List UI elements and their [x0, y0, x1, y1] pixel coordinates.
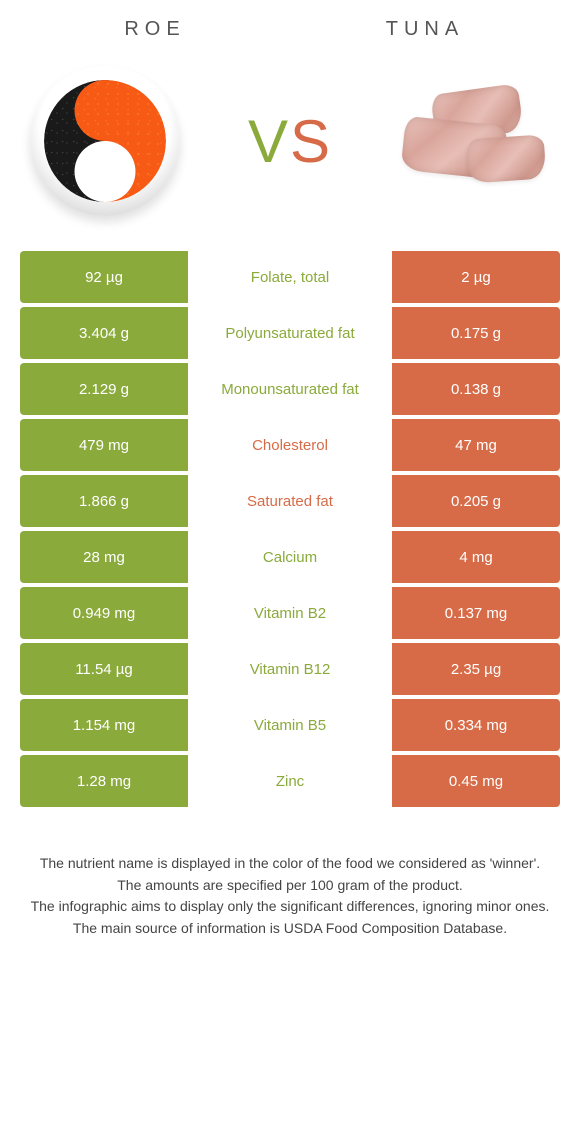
table-row: 28 mgCalcium4 mg	[20, 531, 560, 583]
vs-s: S	[290, 108, 332, 175]
value-right: 0.138 g	[392, 363, 560, 415]
tuna-icon	[395, 81, 555, 201]
value-left: 2.129 g	[20, 363, 188, 415]
nutrient-label: Monounsaturated fat	[188, 363, 392, 415]
tuna-image	[390, 61, 560, 221]
value-right: 4 mg	[392, 531, 560, 583]
note-line: The nutrient name is displayed in the co…	[20, 853, 560, 875]
nutrient-label: Saturated fat	[188, 475, 392, 527]
nutrient-label: Vitamin B12	[188, 643, 392, 695]
roe-image	[20, 61, 190, 221]
value-right: 47 mg	[392, 419, 560, 471]
value-right: 0.205 g	[392, 475, 560, 527]
value-left: 92 µg	[20, 251, 188, 303]
value-right: 0.45 mg	[392, 755, 560, 807]
nutrient-label: Cholesterol	[188, 419, 392, 471]
nutrient-label: Folate, total	[188, 251, 392, 303]
nutrient-label: Polyunsaturated fat	[188, 307, 392, 359]
value-right: 0.175 g	[392, 307, 560, 359]
table-row: 92 µgFolate, total2 µg	[20, 251, 560, 303]
value-right: 0.137 mg	[392, 587, 560, 639]
note-line: The amounts are specified per 100 gram o…	[20, 875, 560, 897]
table-row: 0.949 mgVitamin B20.137 mg	[20, 587, 560, 639]
roe-bowl-icon	[30, 66, 180, 216]
table-row: 2.129 gMonounsaturated fat0.138 g	[20, 363, 560, 415]
nutrient-label: Vitamin B5	[188, 699, 392, 751]
table-row: 11.54 µgVitamin B122.35 µg	[20, 643, 560, 695]
comparison-table: 92 µgFolate, total2 µg3.404 gPolyunsatur…	[0, 251, 580, 807]
value-left: 1.866 g	[20, 475, 188, 527]
nutrient-label: Vitamin B2	[188, 587, 392, 639]
value-left: 479 mg	[20, 419, 188, 471]
table-row: 1.28 mgZinc0.45 mg	[20, 755, 560, 807]
note-line: The infographic aims to display only the…	[20, 896, 560, 918]
table-row: 3.404 gPolyunsaturated fat0.175 g	[20, 307, 560, 359]
value-right: 2.35 µg	[392, 643, 560, 695]
hero-row: VS	[0, 51, 580, 251]
table-row: 1.154 mgVitamin B50.334 mg	[20, 699, 560, 751]
infographic-container: Roe Tuna VS 92 µgFolate, total2 µg3.404 …	[0, 0, 580, 1144]
title-left: Roe	[20, 18, 290, 41]
value-right: 2 µg	[392, 251, 560, 303]
vs-v: V	[248, 108, 290, 175]
table-row: 1.866 gSaturated fat0.205 g	[20, 475, 560, 527]
value-left: 11.54 µg	[20, 643, 188, 695]
header-titles: Roe Tuna	[0, 0, 580, 51]
value-left: 28 mg	[20, 531, 188, 583]
value-left: 1.154 mg	[20, 699, 188, 751]
value-left: 1.28 mg	[20, 755, 188, 807]
footer-notes: The nutrient name is displayed in the co…	[0, 811, 580, 940]
note-line: The main source of information is USDA F…	[20, 918, 560, 940]
value-left: 0.949 mg	[20, 587, 188, 639]
value-left: 3.404 g	[20, 307, 188, 359]
nutrient-label: Zinc	[188, 755, 392, 807]
value-right: 0.334 mg	[392, 699, 560, 751]
table-row: 479 mgCholesterol47 mg	[20, 419, 560, 471]
vs-label: VS	[248, 107, 332, 176]
nutrient-label: Calcium	[188, 531, 392, 583]
title-right: Tuna	[290, 18, 560, 41]
